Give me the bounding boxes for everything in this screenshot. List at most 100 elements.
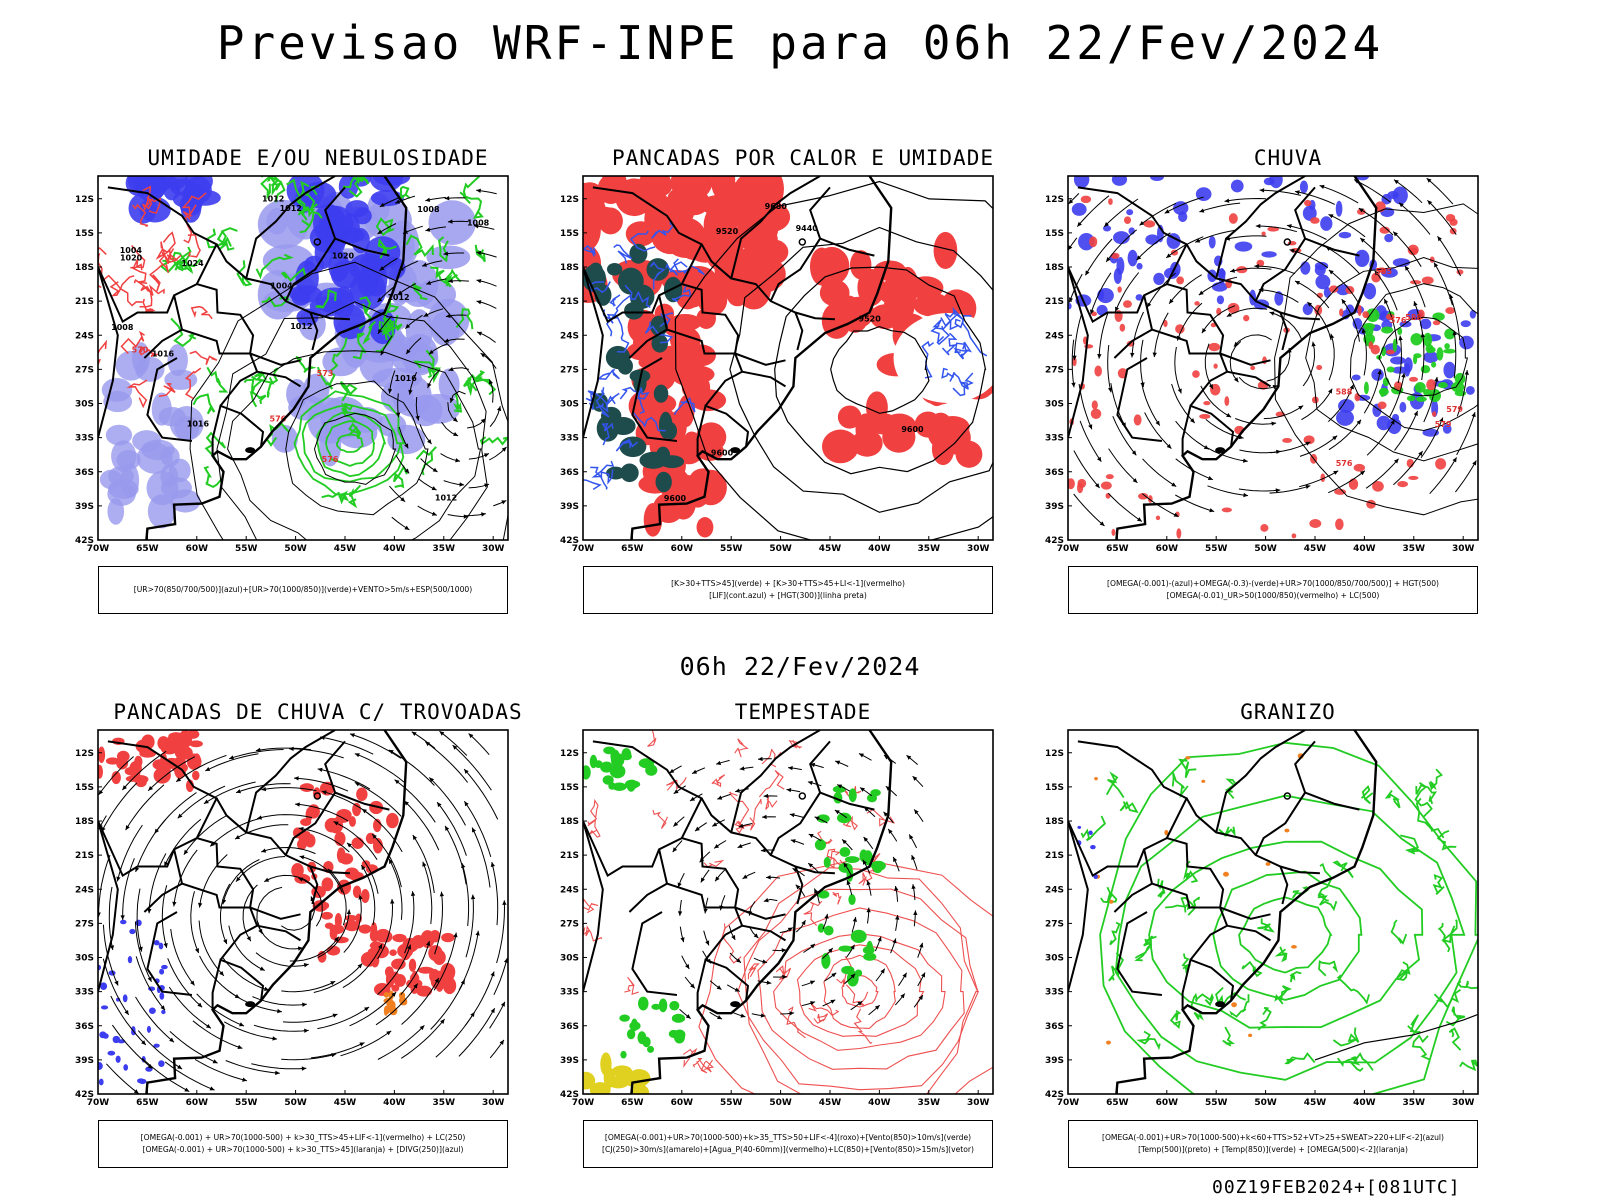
wind-arrow bbox=[692, 769, 698, 774]
thunder-red bbox=[416, 985, 433, 997]
thunder-orange bbox=[383, 992, 389, 998]
wind-arrow bbox=[790, 839, 796, 844]
omega-blue bbox=[1320, 216, 1333, 231]
streamline-250 bbox=[465, 894, 474, 958]
temp850-contour bbox=[1212, 870, 1363, 1001]
thunder-red bbox=[348, 816, 356, 827]
lif-contour bbox=[590, 460, 615, 478]
wind-arrow bbox=[685, 1014, 691, 1019]
streamline bbox=[1176, 302, 1203, 341]
humidity-high bbox=[301, 181, 337, 209]
legend-line: [K>30+TTS>45](verde) + [K>30+TTS>45+LI<-… bbox=[671, 579, 905, 588]
convective-red bbox=[821, 429, 859, 464]
lon-label: 40W bbox=[383, 1098, 406, 1108]
lon-label: 35W bbox=[1403, 1098, 1426, 1108]
omega500-orange bbox=[1106, 1040, 1111, 1045]
wind-arrow bbox=[880, 968, 885, 974]
precipitable-water bbox=[749, 798, 762, 831]
streamline-250 bbox=[310, 1042, 365, 1059]
political-border bbox=[1304, 791, 1360, 811]
wind-arrow bbox=[1072, 355, 1077, 361]
lon-label: 60W bbox=[671, 1098, 694, 1108]
omega-red bbox=[1335, 518, 1344, 531]
precipitable-water bbox=[647, 730, 657, 747]
lon-label: 60W bbox=[1156, 544, 1179, 554]
streamline-250 bbox=[371, 833, 402, 888]
wind-arrow bbox=[154, 828, 159, 834]
streamline-250 bbox=[436, 801, 467, 856]
streamline-250 bbox=[255, 952, 309, 967]
lat-label: 30S bbox=[560, 400, 579, 410]
humidity-mid bbox=[415, 279, 457, 310]
lake bbox=[730, 447, 741, 454]
wind-arrow bbox=[122, 785, 127, 791]
streamline-250 bbox=[468, 733, 490, 756]
omega-green bbox=[1431, 361, 1437, 368]
omega-red bbox=[1090, 408, 1102, 420]
lat-label: 27S bbox=[560, 365, 579, 375]
streamline bbox=[1453, 330, 1457, 379]
wind-arrow bbox=[850, 973, 856, 979]
streamline bbox=[1195, 229, 1236, 243]
lif-contour bbox=[665, 261, 688, 276]
low-level-humidity bbox=[392, 464, 408, 489]
wind-arrow bbox=[834, 810, 840, 815]
lat-label: 12S bbox=[560, 749, 579, 759]
wind-arrow bbox=[379, 202, 385, 207]
political-border bbox=[1143, 283, 1225, 355]
wind-arrow bbox=[1233, 377, 1239, 383]
humidity-mid bbox=[101, 377, 133, 402]
omega-red bbox=[1117, 286, 1122, 293]
low-level-humidity bbox=[206, 366, 229, 393]
streamline bbox=[1238, 488, 1281, 492]
streamline-250 bbox=[349, 991, 397, 1027]
temp850-contour bbox=[1289, 971, 1302, 983]
political-border bbox=[583, 186, 703, 324]
map-layers: 9520 9600 9600 9600 9680 9440 9520 bbox=[583, 176, 993, 540]
streamline bbox=[1255, 225, 1298, 233]
omega-red bbox=[1175, 324, 1185, 334]
run-stamp: 00Z19FEB2024+[081UTC] bbox=[1212, 1177, 1461, 1198]
humidity-high bbox=[331, 226, 365, 244]
thunder-red bbox=[393, 974, 406, 987]
political-border bbox=[583, 266, 604, 438]
political-border bbox=[98, 740, 218, 878]
streamline-250 bbox=[183, 815, 228, 855]
political-border bbox=[1189, 907, 1229, 961]
wind-arrow bbox=[354, 753, 360, 758]
wind-arrow bbox=[378, 944, 382, 950]
map-layers: 588 579 576 579 576 585 588 bbox=[1068, 176, 1478, 540]
wind-arrow bbox=[786, 787, 792, 793]
jet-yellow bbox=[607, 1075, 630, 1089]
wind-arrow bbox=[1413, 410, 1418, 416]
omega-blue bbox=[1269, 176, 1283, 189]
wind850-green bbox=[669, 1000, 680, 1011]
precipitable-water bbox=[652, 809, 669, 829]
omega-green bbox=[1443, 348, 1456, 354]
streamline-250 bbox=[228, 749, 284, 760]
lat-label: 36S bbox=[1045, 468, 1064, 478]
map-frame bbox=[97, 729, 509, 1095]
divergence-blue bbox=[161, 964, 168, 970]
wind-arrow bbox=[372, 834, 377, 839]
lat-label: 27S bbox=[1045, 365, 1064, 375]
wind-arrow bbox=[432, 467, 438, 472]
lon-label: 40W bbox=[383, 544, 406, 554]
wind-arrow bbox=[857, 1001, 863, 1006]
temp850-contour bbox=[1436, 829, 1457, 851]
omega-red bbox=[1111, 528, 1116, 536]
omega-red bbox=[1119, 323, 1126, 332]
wind-arrow bbox=[160, 1005, 165, 1011]
low-level-humidity bbox=[192, 393, 216, 415]
lat-label: 33S bbox=[1045, 988, 1064, 998]
streamline-250 bbox=[106, 1063, 140, 1094]
omega-red bbox=[1203, 401, 1211, 406]
convective-red bbox=[855, 413, 877, 446]
omega-red bbox=[1394, 381, 1403, 391]
lif-contour bbox=[632, 411, 666, 432]
lat-label: 36S bbox=[75, 468, 94, 478]
streamline bbox=[1198, 276, 1238, 296]
wind-arrow bbox=[124, 1009, 129, 1015]
omega-blue bbox=[1302, 205, 1317, 221]
political-border bbox=[284, 186, 346, 302]
